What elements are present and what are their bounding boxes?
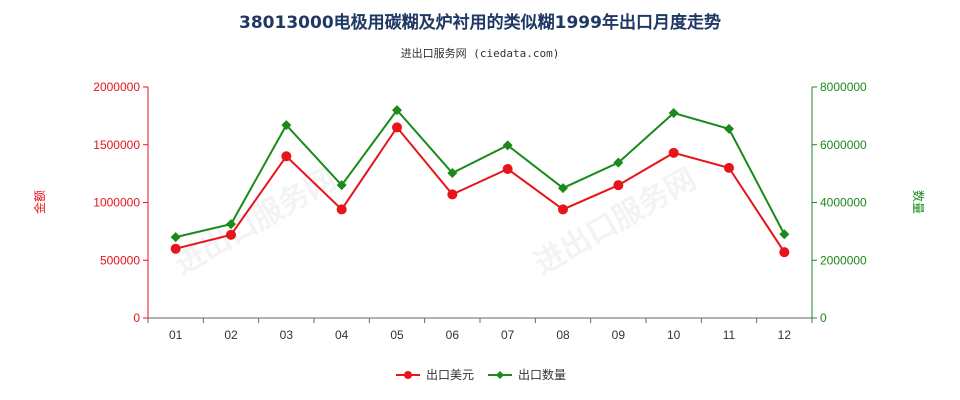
data-point xyxy=(779,247,790,258)
axes: 0 500000 1000000 1500000 2000000 金额 0 2000000 40… xyxy=(32,80,926,342)
data-point xyxy=(668,107,679,118)
data-point xyxy=(613,180,624,191)
x-tick-label: 03 xyxy=(280,328,294,342)
watermark-layer: 进出口服务网 进出口服务网 xyxy=(169,162,702,282)
data-point xyxy=(336,204,347,215)
legend: 出口美元 出口数量 xyxy=(396,367,566,382)
y-right-tick-label: 0 xyxy=(820,311,827,325)
data-point xyxy=(724,162,734,173)
y-right-tick-label: 8000000 xyxy=(820,80,867,94)
data-point xyxy=(281,151,292,162)
data-point xyxy=(724,123,734,134)
data-point xyxy=(613,157,624,168)
data-point xyxy=(226,229,236,240)
x-tick-label: 10 xyxy=(667,328,681,342)
legend-label: 出口数量 xyxy=(518,367,566,382)
data-point xyxy=(502,140,513,151)
series-1 xyxy=(170,122,790,258)
data-point xyxy=(779,229,790,240)
data-point xyxy=(226,219,236,230)
x-tick-label: 02 xyxy=(224,328,238,342)
y-left-tick-label: 1000000 xyxy=(93,196,140,210)
x-tick-label: 05 xyxy=(390,328,404,342)
data-point xyxy=(281,120,292,131)
x-tick-label: 07 xyxy=(501,328,515,342)
y-right-tick-label: 4000000 xyxy=(820,196,867,210)
y-left-tick-label: 0 xyxy=(133,311,140,325)
data-point xyxy=(447,189,458,200)
legend-label: 出口美元 xyxy=(426,368,474,382)
chart-subtitle: 进出口服务网 (ciedata.com) xyxy=(401,46,560,60)
y-right-tick-label: 2000000 xyxy=(820,253,867,267)
x-tick-label: 09 xyxy=(612,328,626,342)
legend-swatch-marker xyxy=(496,371,504,379)
data-point xyxy=(392,105,402,116)
y-left-tick-label: 2000000 xyxy=(93,80,140,94)
data-point xyxy=(392,122,402,133)
y-left-tick-label: 1500000 xyxy=(93,138,140,152)
legend-swatch-marker xyxy=(404,371,412,379)
series-2 xyxy=(170,105,790,243)
chart-title: 38013000电极用碳糊及炉衬用的类似糊1999年出口月度走势 xyxy=(239,12,721,33)
x-tick-label: 11 xyxy=(723,328,736,342)
y-left-tick-label: 500000 xyxy=(100,253,140,267)
data-point xyxy=(558,183,568,194)
x-tick-label: 12 xyxy=(778,328,792,342)
data-point xyxy=(170,232,181,243)
data-point xyxy=(668,147,679,158)
series-line xyxy=(175,108,786,239)
data-point xyxy=(558,204,568,215)
series-line xyxy=(175,125,786,253)
data-point xyxy=(502,164,513,175)
x-tick-label: 08 xyxy=(556,328,570,342)
watermark-text: 进出口服务网 xyxy=(529,162,702,282)
x-tick-label: 01 xyxy=(169,328,183,342)
data-point xyxy=(170,243,181,254)
y-left-axis-title: 金额 xyxy=(32,190,47,214)
y-right-axis-title: 数量 xyxy=(911,190,926,214)
x-tick-label: 06 xyxy=(446,328,460,342)
y-right-tick-label: 6000000 xyxy=(820,138,867,152)
data-point xyxy=(447,168,458,179)
data-point xyxy=(336,180,347,191)
series-layer xyxy=(170,105,790,258)
x-tick-label: 04 xyxy=(335,328,349,342)
